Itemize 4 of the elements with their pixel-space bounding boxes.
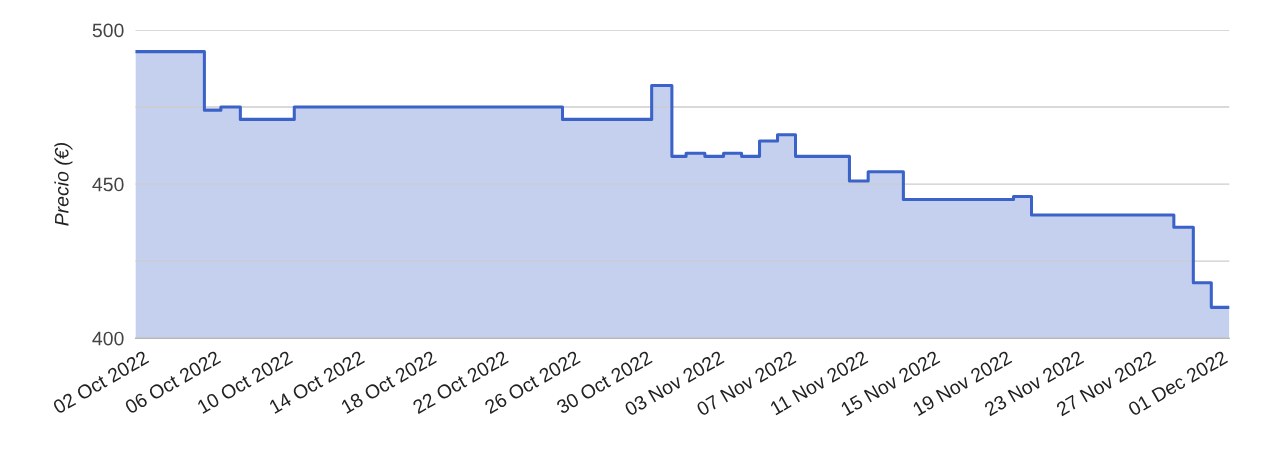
y-tick-label: 500 — [92, 23, 124, 38]
y-tick-label: 400 — [92, 331, 124, 346]
y-tick-label: 450 — [92, 177, 124, 192]
y-axis-title: Precio (€) — [54, 143, 73, 226]
